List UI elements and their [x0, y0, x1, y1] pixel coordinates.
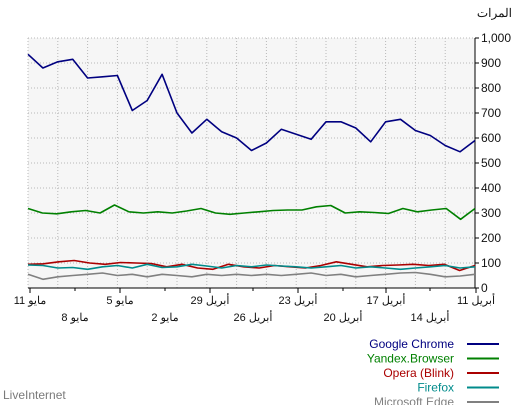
x-tick-label: 11 مايو — [14, 295, 47, 307]
x-tick-label: 26 أبريل — [234, 310, 273, 324]
y-tick-label: 600 — [481, 131, 501, 145]
legend-label: Microsoft Edge — [374, 395, 454, 405]
y-tick-label: 900 — [481, 56, 501, 70]
series-line — [27, 263, 476, 271]
y-tick-label: 1,000 — [481, 31, 511, 45]
x-axis: 11 مايو 5 مايو 29 أبريل 23 أبريل 17 أبريل 11 … — [14, 288, 495, 324]
y-tick-label: 300 — [481, 206, 501, 220]
y-tick-label: 400 — [481, 181, 501, 195]
series-lines — [27, 53, 476, 281]
x-tick-label: 14 أبريل — [411, 310, 450, 324]
y-tick-label: 500 — [481, 156, 501, 170]
y-tick-label: 100 — [481, 256, 501, 270]
x-tick-label: 17 أبريل — [367, 293, 406, 307]
series-line — [27, 53, 476, 153]
legend-label: Firefox — [417, 381, 454, 395]
x-tick-label: 11 أبريل — [457, 293, 495, 307]
y-tick-label: 200 — [481, 231, 501, 245]
plot-area — [27, 37, 476, 289]
y-tick-label: 700 — [481, 106, 501, 120]
watermark: LiveInternet — [3, 388, 66, 402]
y-axis-title: المرات — [477, 6, 512, 20]
x-tick-label: 2 مايو — [151, 312, 178, 324]
x-tick-label: 8 مايو — [61, 312, 88, 324]
legend-label: Google Chrome — [369, 337, 454, 351]
plot-background — [28, 38, 475, 288]
y-tick-label: 800 — [481, 81, 501, 95]
y-axis: 0 100 200 300 400 500 600 700 800 900 1,000 — [475, 31, 511, 295]
x-tick-label: 20 أبريل — [324, 310, 363, 324]
x-tick-label: 23 أبريل — [279, 293, 318, 307]
legend-label: Opera (Blink) — [383, 366, 454, 380]
series-line — [27, 271, 476, 281]
y-tick-label: 0 — [481, 281, 488, 295]
x-tick-label: 5 مايو — [106, 295, 133, 307]
x-tick-label: 29 أبريل — [191, 293, 230, 307]
series-line — [27, 204, 476, 221]
legend-label: Yandex.Browser — [367, 352, 454, 366]
